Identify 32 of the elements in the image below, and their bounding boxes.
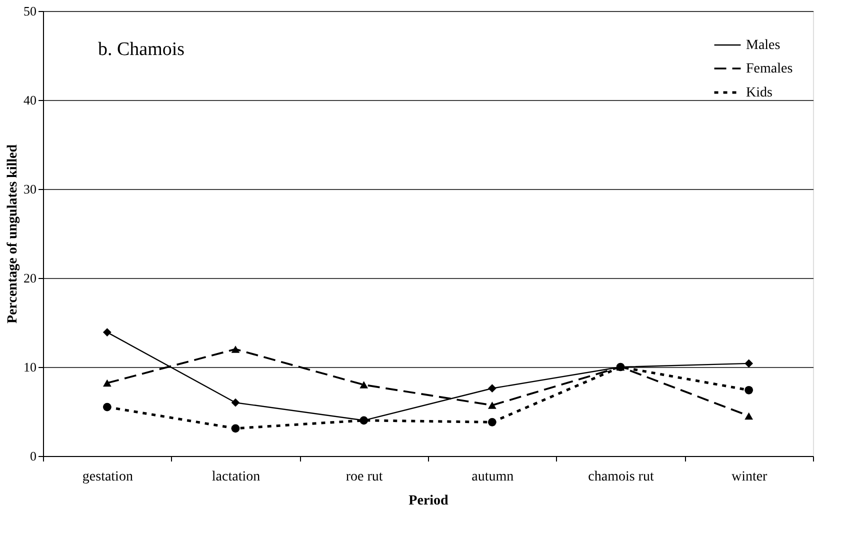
point	[488, 402, 496, 409]
text: b. Chamois	[98, 39, 185, 60]
x-tick-label: lactation	[212, 470, 260, 484]
y-tick-label: 30	[24, 182, 36, 196]
point	[360, 381, 368, 388]
x-tick-label: gestation	[82, 470, 133, 484]
x-tick-label: winter	[731, 470, 768, 484]
point	[744, 412, 754, 420]
point	[102, 328, 112, 336]
x-axis-title: Period	[408, 494, 449, 508]
point	[360, 416, 368, 425]
point	[744, 359, 754, 368]
y-tick-label: 0	[30, 448, 36, 464]
x-tick-label: chamois rut	[588, 470, 654, 484]
y-axis-title: Percentage of ungulates killed	[6, 144, 20, 324]
point	[231, 346, 240, 353]
point	[102, 379, 112, 387]
y-tick-label: 50	[24, 4, 36, 18]
y-tick-label: 40	[24, 92, 36, 108]
legend-label: Males	[746, 38, 780, 53]
x-tick-label: roe rut	[346, 470, 383, 484]
point	[231, 398, 240, 407]
y-tick-label: 20	[24, 270, 36, 286]
x-tick-label: autumn	[472, 470, 514, 484]
point	[231, 424, 240, 433]
legend-label: Kids	[746, 86, 772, 100]
point	[488, 384, 496, 393]
legend-label: Females	[746, 62, 793, 76]
point	[744, 386, 754, 394]
point	[488, 418, 496, 426]
point	[102, 402, 112, 412]
y-tick-label: 10	[24, 360, 36, 374]
